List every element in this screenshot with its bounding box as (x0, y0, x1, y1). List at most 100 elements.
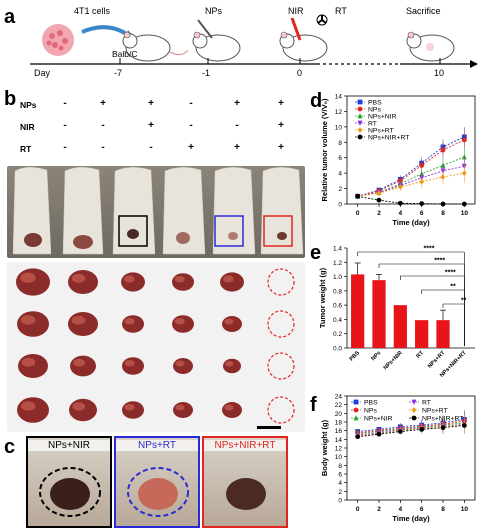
tumor-sample (223, 358, 241, 374)
tumor-highlight (124, 359, 135, 367)
data-point (397, 429, 403, 434)
tumor-sample (122, 315, 144, 333)
bar (372, 280, 386, 348)
tumor-highlight (124, 317, 135, 325)
series-nps-nir (355, 147, 467, 199)
panel-letter-b: b (4, 88, 17, 110)
legend-label: RT (368, 121, 377, 128)
significance-label: ** (461, 298, 467, 305)
tumor-highlight (71, 273, 86, 283)
tumor-highlight (124, 403, 135, 411)
series-line (357, 156, 465, 197)
series-line (357, 165, 465, 197)
sacrifice-label: Sacrifice (406, 6, 441, 16)
data-point (440, 425, 446, 431)
empty-tumor-circle (267, 396, 295, 424)
y-tick-label: 10 (335, 124, 343, 131)
legend-label: NPs+RT (368, 128, 394, 135)
x-axis-label: Time (day) (392, 514, 430, 523)
y-tick-label: 14 (335, 437, 343, 444)
treatment-sign: + (188, 142, 194, 153)
bar (436, 320, 450, 348)
tumor-highlight (225, 361, 234, 367)
legend-label: NPs+NIR (364, 416, 393, 423)
x-tick-label: 4 (399, 506, 403, 513)
y-tick-label: 14 (335, 94, 343, 101)
legend-label: NPs (364, 408, 377, 415)
data-point (353, 407, 359, 413)
treatment-sign: - (101, 120, 105, 131)
legend-label: RT (422, 400, 431, 407)
data-point (461, 170, 467, 177)
y-tick-label: 1.2 (333, 260, 342, 267)
x-tick-label: 8 (441, 210, 445, 217)
tumor-sample (172, 273, 194, 291)
y-tick-label: 1.4 (333, 246, 342, 253)
mouse-icon-3 (279, 14, 328, 62)
data-point (419, 163, 425, 168)
series-line (357, 418, 465, 432)
legend-label: NPs+NIR+RT (422, 416, 463, 423)
tumor-sample (222, 316, 242, 332)
y-tick-label: 24 (335, 394, 343, 401)
legend-label: NPs (368, 107, 381, 114)
legend-label: PBS (364, 400, 378, 407)
data-point (355, 193, 361, 199)
plot-frame (346, 95, 476, 205)
tumor-sample (173, 358, 193, 374)
y-tick-label: 4 (338, 171, 342, 178)
data-point (357, 120, 363, 126)
series-line (357, 422, 465, 435)
data-point (461, 423, 467, 428)
scale-bar (257, 426, 281, 429)
tumor-highlight (73, 358, 85, 367)
y-tick-label: 8 (338, 140, 342, 147)
treatment-row-label: NPs (20, 100, 37, 110)
tumor-highlight (174, 275, 185, 283)
lesion (226, 478, 266, 510)
significance-label: **** (445, 270, 456, 277)
tumor-sample (17, 311, 49, 337)
tumor-cells-icon (42, 24, 74, 56)
treatment-sign: - (189, 120, 193, 131)
treatment-sign: + (278, 98, 284, 109)
tumor-highlight (21, 315, 36, 325)
y-tick-label: 0.0 (333, 346, 342, 353)
panel-letter-a: a (4, 6, 16, 28)
legend-label: NPs+RT (422, 408, 448, 415)
y-tick-label: 4 (338, 480, 342, 487)
data-point (376, 431, 382, 437)
data-point (411, 399, 417, 405)
y-tick-label: 8 (338, 463, 342, 470)
y-tick-label: 0 (338, 202, 342, 209)
empty-tumor-circle (267, 352, 295, 380)
data-point (397, 200, 403, 206)
treatment-sign: - (63, 120, 67, 131)
y-tick-label: 18 (335, 420, 343, 427)
tumor-sample (220, 272, 244, 292)
cells-label: 4T1 cells (74, 6, 111, 16)
y-axis-label: Tumor weight (g) (318, 267, 327, 328)
treatment-sign: + (278, 142, 284, 153)
y-axis-label: Relative tumor volume (V/V₀) (320, 98, 329, 201)
y-axis-label: Body weight (g) (320, 419, 329, 476)
tumor-sample (172, 315, 194, 333)
empty-tumor-circle (267, 310, 295, 338)
y-tick-label: 0.8 (333, 288, 342, 295)
category-label: NPs+RT (427, 350, 447, 370)
closeup-label: NPs+NIR+RT (204, 440, 286, 451)
y-tick-label: 0.4 (333, 317, 342, 324)
data-point (353, 399, 359, 405)
data-point (355, 434, 361, 440)
category-label: NPs+NIR (383, 350, 404, 371)
category-label: PBS (349, 350, 362, 363)
tumor-highlight (71, 315, 86, 325)
y-tick-label: 2 (338, 489, 342, 496)
series-line (357, 172, 465, 197)
x-tick-label: 6 (420, 210, 424, 217)
tumor-highlight (124, 275, 135, 283)
y-tick-label: 20 (335, 411, 343, 418)
data-point (376, 197, 382, 203)
tumor-highlight (224, 404, 234, 411)
